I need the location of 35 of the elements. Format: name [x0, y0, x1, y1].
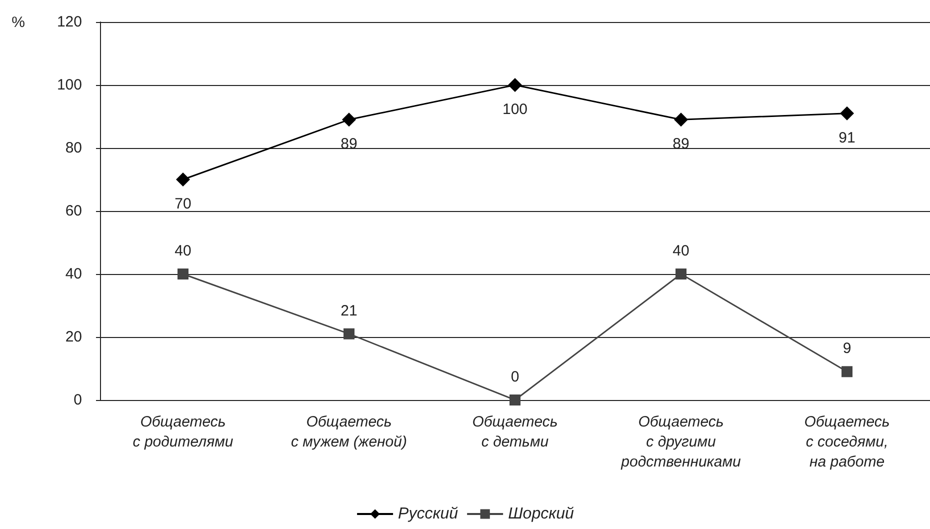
- data-label: 91: [838, 129, 856, 146]
- data-label: 89: [672, 136, 690, 153]
- data-label: 21: [340, 302, 358, 320]
- data-label: 89: [340, 136, 358, 153]
- point: [676, 268, 686, 280]
- y-axis-title: %: [12, 14, 25, 31]
- point: [840, 106, 854, 120]
- data-label: 40: [174, 242, 192, 260]
- data-label: 70: [174, 196, 192, 212]
- x-tick-label: Общаетесь с детьми: [472, 414, 558, 450]
- point: [178, 268, 188, 280]
- x-tick-label: Общаетесь с соседями, на работе: [804, 414, 890, 470]
- data-label: 40: [672, 242, 690, 260]
- y-tick-label: 100: [56, 76, 82, 94]
- y-tick-label: 60: [65, 202, 82, 220]
- data-label: 0: [510, 368, 520, 386]
- point: [342, 112, 356, 127]
- point: [176, 172, 190, 186]
- point: [674, 112, 688, 127]
- point: [842, 366, 852, 378]
- point: [344, 328, 354, 340]
- y-tick-label: 80: [65, 140, 82, 156]
- point: [508, 78, 522, 92]
- y-tick-label: 120: [56, 14, 82, 30]
- y-tick-label: 20: [65, 328, 82, 346]
- data-label: 9: [842, 340, 852, 358]
- y-tick-label: 40: [65, 266, 82, 282]
- x-tick-label: Общаетесь с мужем (женой): [291, 414, 407, 450]
- y-tick-label: 0: [74, 392, 82, 408]
- point: [510, 394, 520, 406]
- data-label: 100: [502, 101, 528, 118]
- x-tick-label: Общаетесь с другими родственниками: [620, 414, 742, 470]
- legend-label: Русский: [398, 506, 458, 522]
- x-tick-label: Общаетесь с родителями: [132, 414, 234, 450]
- legend-label: Шорский: [508, 506, 574, 522]
